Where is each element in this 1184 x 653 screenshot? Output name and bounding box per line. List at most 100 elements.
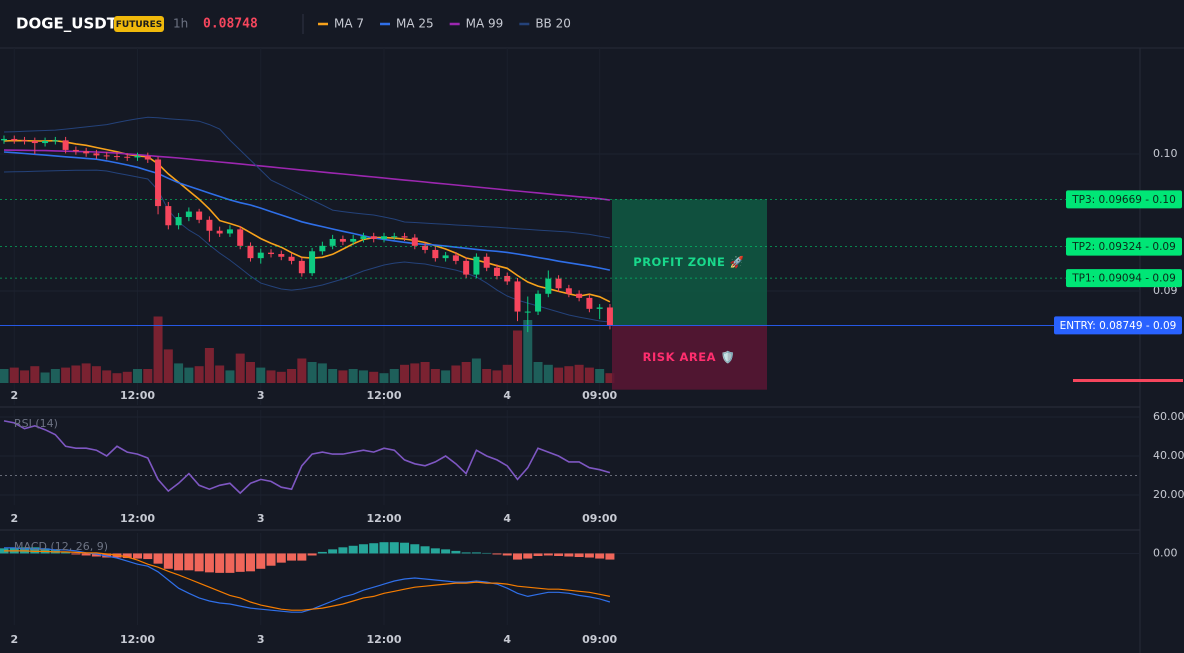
histogram-bar	[174, 553, 184, 571]
histogram-bar	[584, 553, 594, 558]
y-tick-label: 0.10	[1153, 147, 1178, 160]
badge-bg	[114, 16, 164, 32]
level-label-bg	[1066, 190, 1182, 209]
volume-bar	[389, 369, 399, 383]
volume-bar	[441, 370, 451, 383]
last-price: 0.08748	[203, 17, 258, 32]
candle-body	[350, 238, 357, 242]
candle-body	[339, 238, 346, 242]
histogram-bar	[430, 548, 440, 554]
bb-lower	[3, 169, 610, 323]
histogram-bar	[256, 553, 266, 569]
volume-bar	[215, 365, 225, 383]
volume-bar	[482, 369, 492, 383]
legend-label: MA 7	[334, 17, 364, 31]
histogram-bar	[307, 553, 317, 556]
volume-bar	[369, 371, 379, 383]
candle-body	[113, 156, 120, 158]
histogram-bar	[153, 553, 163, 564]
histogram-bar	[204, 553, 214, 573]
panel-title: RSI (14)	[14, 417, 58, 430]
candle-body	[432, 249, 439, 259]
badge: FUTURES	[116, 20, 162, 30]
volume-bar	[184, 367, 194, 383]
candle-body	[576, 293, 583, 298]
candle-body	[329, 238, 336, 246]
level-label: TP1: 0.09094 - 0.09	[1071, 273, 1176, 285]
candle-body	[298, 260, 305, 274]
candle-body	[411, 237, 418, 246]
volume-bar	[235, 353, 245, 383]
histogram-bar	[358, 544, 368, 554]
histogram-bar	[471, 552, 481, 554]
volume-bar	[471, 358, 481, 383]
price-marker	[1073, 379, 1183, 382]
volume-bar	[595, 369, 605, 383]
volume-bar	[317, 363, 327, 383]
candle-body	[11, 138, 18, 141]
x-tick-label: 09:00	[582, 389, 617, 402]
volume-bar	[81, 363, 91, 383]
signal-line	[4, 550, 611, 611]
volume-bar	[9, 367, 19, 383]
candle-body	[596, 307, 603, 309]
candle-body	[606, 307, 613, 326]
volume-bar	[112, 373, 122, 383]
volume-bar	[225, 370, 235, 383]
candle-body	[31, 141, 38, 144]
volume-bar	[554, 367, 564, 383]
histogram-bar	[61, 552, 71, 554]
histogram-bar	[451, 550, 461, 554]
histogram-bar	[81, 553, 91, 556]
legend-label: MA 99	[466, 17, 504, 31]
interval: 1h	[173, 17, 188, 31]
volume-bar	[420, 362, 430, 383]
level-label: ENTRY: 0.08749 - 0.09	[1060, 320, 1177, 332]
histogram-bar	[502, 553, 512, 556]
candle-body	[124, 156, 131, 158]
volume-bar	[297, 358, 307, 383]
candle-body	[514, 281, 521, 312]
volume-bar	[533, 362, 543, 383]
histogram-bar	[143, 553, 153, 560]
volume-bar	[245, 362, 255, 383]
volume-bar	[564, 366, 574, 383]
candle-body	[83, 151, 90, 154]
candle-body	[555, 278, 562, 289]
volume-bar	[461, 362, 471, 383]
candle-body	[401, 236, 408, 238]
bb-upper	[3, 116, 610, 239]
volume-bar	[133, 369, 143, 383]
histogram-bar	[400, 542, 410, 554]
histogram-bar	[461, 552, 471, 554]
level-label-bg	[1066, 269, 1182, 288]
candle-body	[309, 251, 316, 274]
level-label-bg	[1066, 237, 1182, 256]
candle-body	[196, 211, 203, 220]
volume-bar	[348, 369, 358, 383]
candle-body	[380, 236, 387, 239]
volume-bar	[574, 364, 584, 383]
volume-bar	[266, 370, 276, 383]
volume-bar	[256, 367, 266, 383]
y-tick-label: 0.00	[1153, 546, 1178, 559]
candle-body	[103, 155, 110, 157]
candle-body	[226, 229, 233, 234]
y-tick-label: 40.00	[1153, 449, 1184, 462]
candle-body	[391, 236, 398, 238]
volume-bar	[338, 370, 348, 383]
candle-body	[62, 140, 69, 150]
x-tick-label: 12:00	[120, 512, 155, 525]
histogram-bar	[30, 547, 40, 554]
histogram-bar	[91, 553, 101, 557]
candle-body	[52, 140, 59, 142]
candle-body	[21, 140, 28, 142]
x-tick-label: 2	[10, 389, 18, 402]
histogram-bar	[564, 553, 574, 557]
histogram-bar	[215, 553, 225, 573]
x-tick-label: 3	[257, 633, 265, 646]
volume-bar	[492, 370, 502, 383]
histogram-bar	[574, 553, 584, 558]
macd-line	[4, 547, 611, 613]
